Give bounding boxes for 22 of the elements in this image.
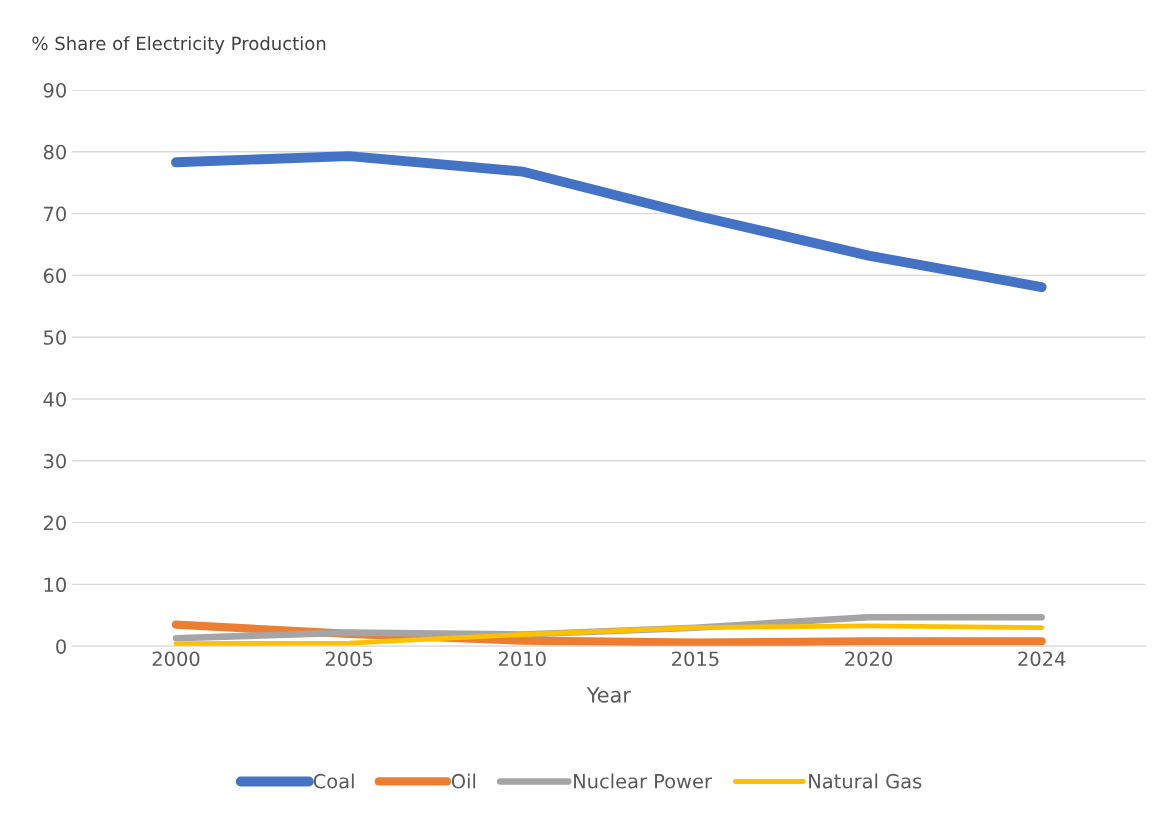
x-tick-label: 2024 [1018, 651, 1066, 667]
x-tick-label: 2005 [325, 651, 373, 667]
y-tick-label: 30 [43, 453, 66, 469]
y-tick-label: 50 [44, 330, 66, 345]
y-tick-label: 40 [43, 391, 66, 407]
y-axis-title: % Share of Electricity Production [32, 36, 326, 54]
x-tick-label: 2020 [845, 651, 892, 667]
y-tick-label: 70 [44, 206, 66, 222]
x-tick-label: 2000 [152, 651, 200, 667]
legend-label: Nuclear Power [574, 773, 712, 789]
y-tick-label: 20 [43, 515, 66, 531]
y-tick-label: 80 [43, 144, 66, 160]
x-tick-label: 2015 [672, 651, 719, 667]
legend-label: Oil [451, 773, 476, 789]
y-tick-label: 90 [43, 82, 66, 98]
y-tick-label: 0 [56, 639, 66, 654]
y-tick-label: 60 [43, 268, 66, 284]
x-axis-title: Year [586, 687, 631, 703]
x-tick-label: 2010 [498, 651, 546, 667]
legend-label: Natural Gas [809, 773, 922, 789]
y-tick-label: 10 [44, 577, 66, 593]
legend-label: Coal [313, 773, 354, 789]
